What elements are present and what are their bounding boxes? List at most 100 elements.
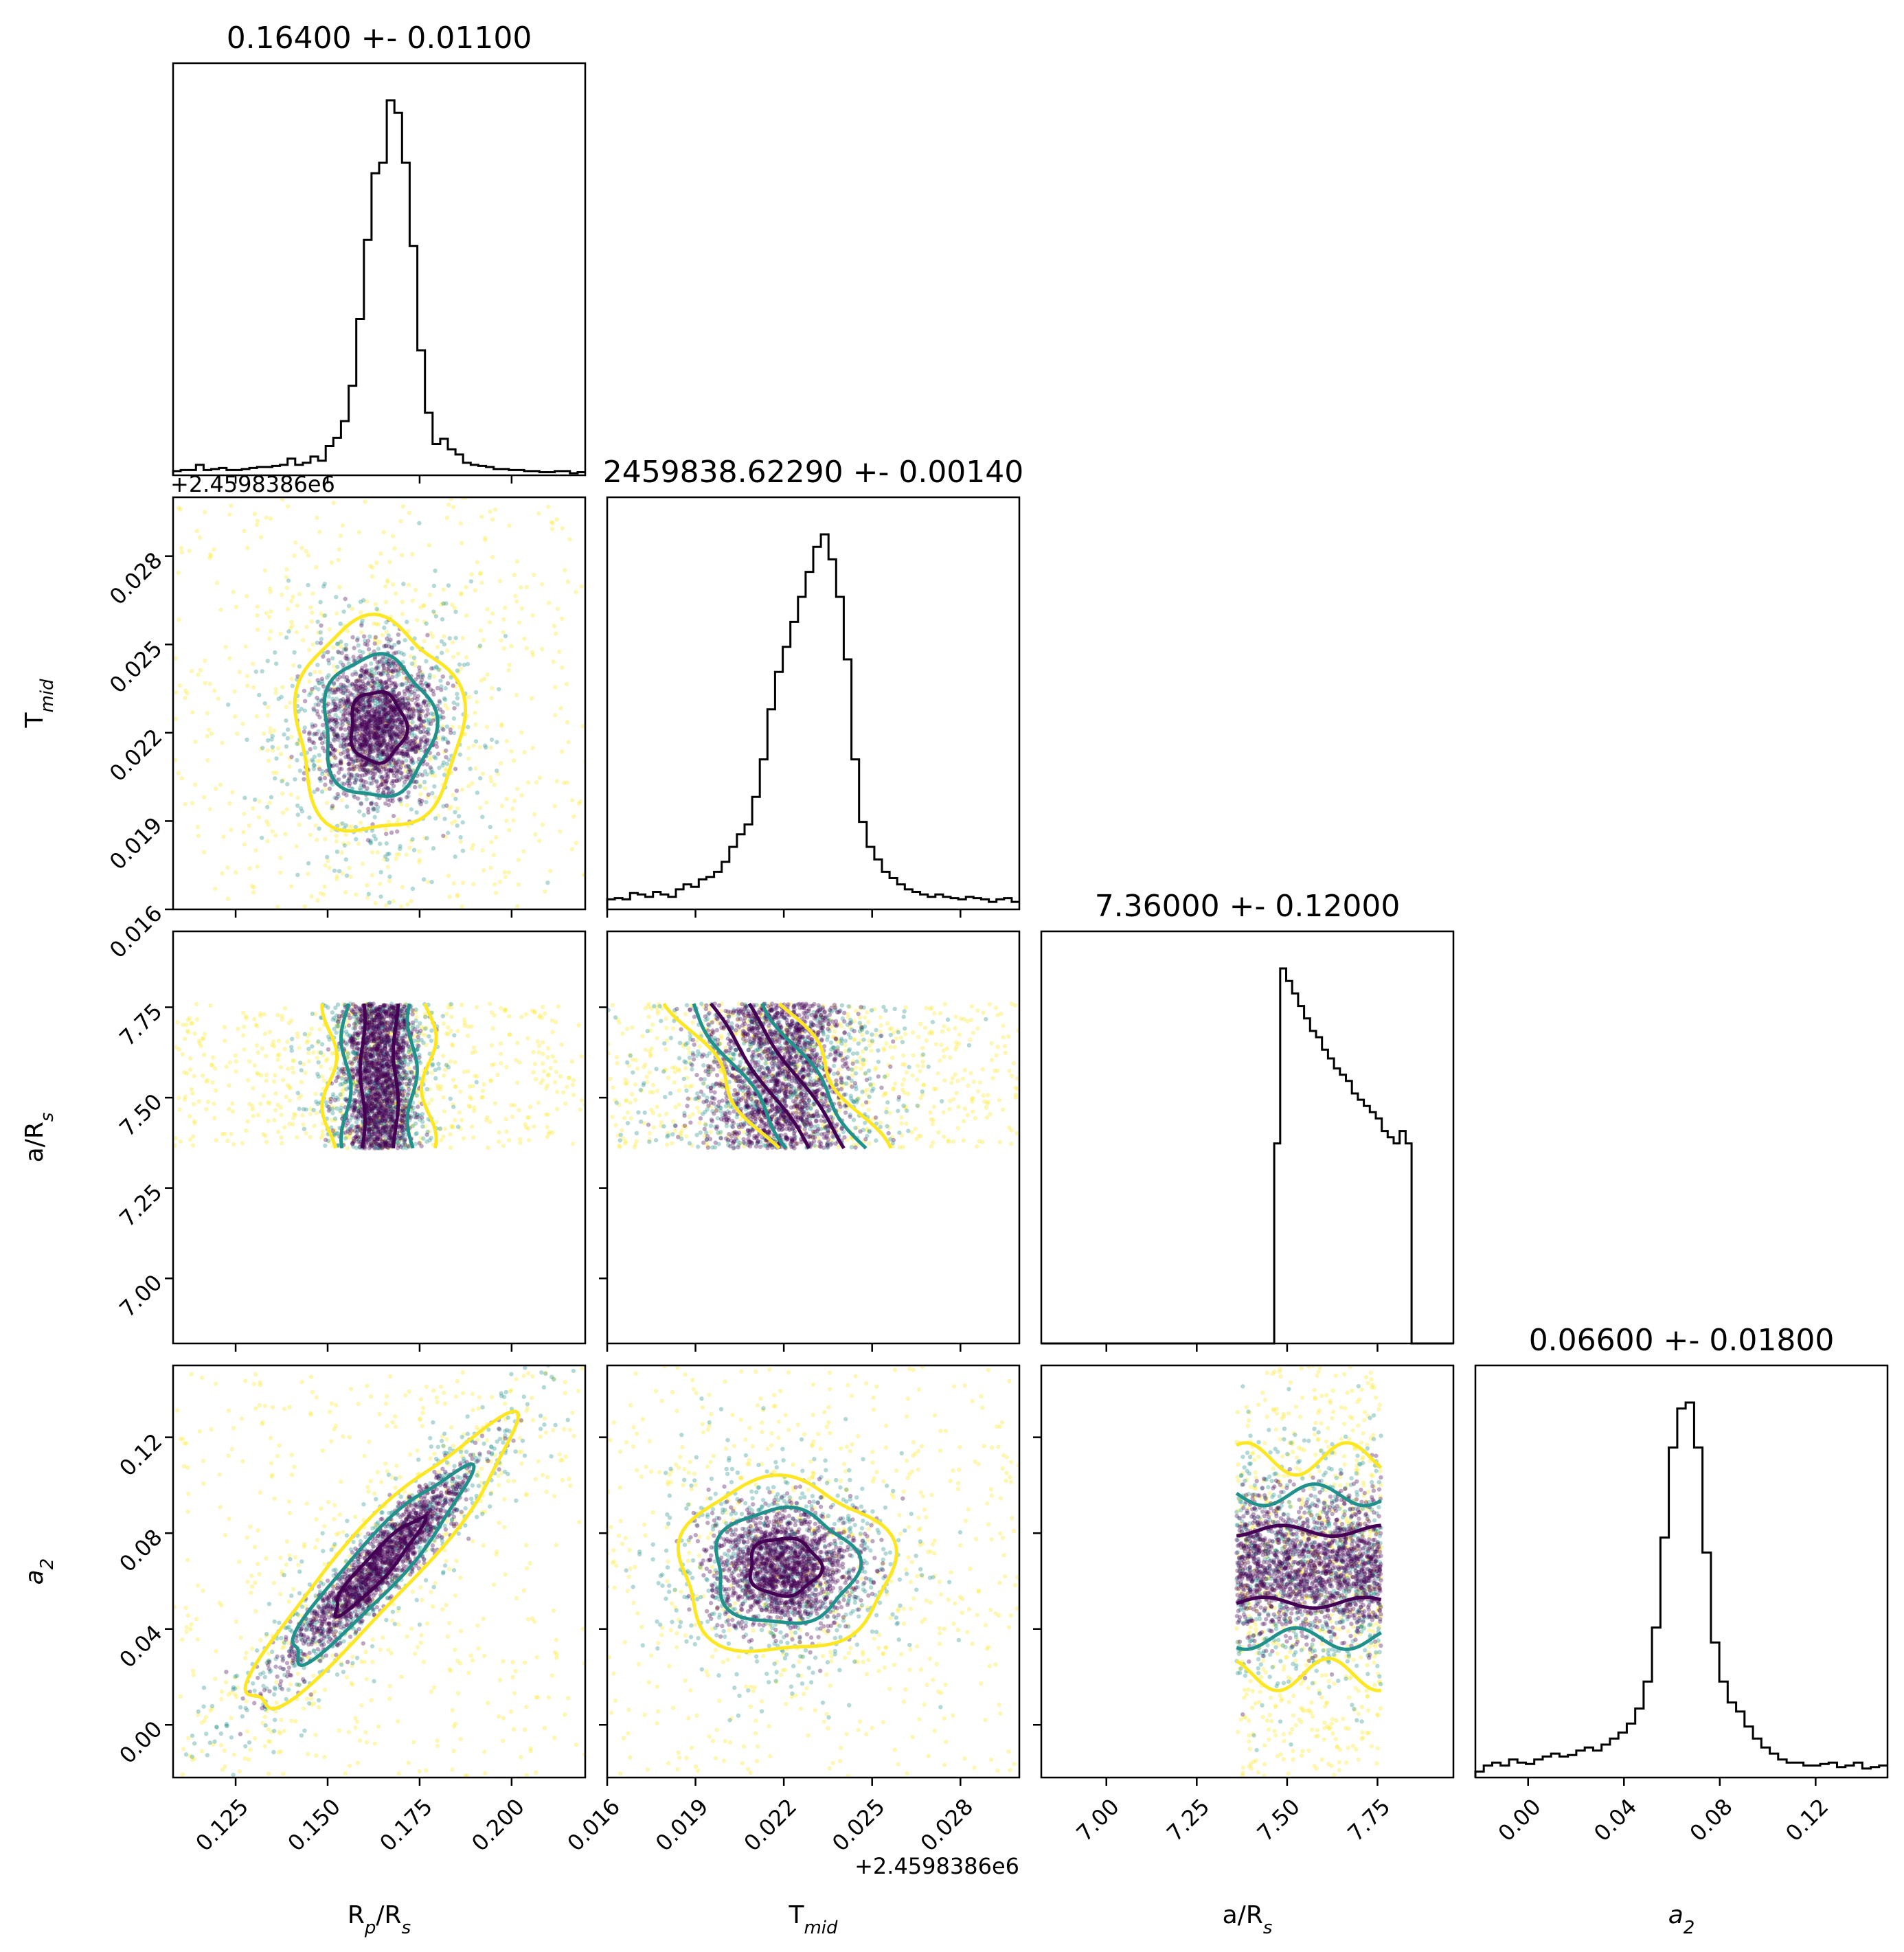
scatter-point bbox=[294, 844, 299, 849]
scatter-point bbox=[225, 1138, 230, 1144]
scatter-point bbox=[467, 1003, 471, 1007]
scatter-point bbox=[316, 1039, 321, 1044]
scatter-point bbox=[387, 1144, 392, 1148]
scatter-point bbox=[286, 629, 291, 634]
scatter-point bbox=[333, 702, 338, 707]
scatter-point bbox=[291, 663, 296, 668]
scatter-point bbox=[284, 567, 289, 572]
scatter-point bbox=[330, 688, 335, 692]
scatter-point bbox=[363, 729, 368, 734]
scatter-point bbox=[442, 642, 447, 647]
scatter-point bbox=[245, 545, 250, 550]
scatter-point bbox=[345, 696, 350, 701]
scatter-point bbox=[425, 795, 431, 799]
scatter-point bbox=[580, 724, 585, 729]
scatter-point bbox=[332, 681, 337, 685]
scatter-point bbox=[417, 709, 422, 714]
scatter-point bbox=[503, 874, 508, 880]
scatter-point bbox=[536, 511, 541, 516]
scatter-point bbox=[286, 578, 291, 583]
scatter-point bbox=[372, 806, 376, 812]
scatter-point bbox=[388, 733, 393, 738]
scatter-point bbox=[343, 699, 348, 704]
scatter-point bbox=[179, 549, 184, 555]
scatter-point bbox=[390, 763, 395, 768]
scatter-point bbox=[519, 585, 523, 590]
scatter-point bbox=[339, 698, 343, 703]
scatter-point bbox=[383, 643, 389, 648]
scatter-point bbox=[394, 778, 399, 783]
scatter-point bbox=[381, 750, 385, 756]
scatter-point bbox=[555, 1106, 560, 1112]
scatter-point bbox=[379, 764, 384, 770]
scatter-point bbox=[196, 1039, 202, 1043]
scatter-point bbox=[268, 730, 273, 735]
scatter-point bbox=[368, 745, 373, 749]
scatter-point bbox=[310, 740, 315, 745]
scatter-point bbox=[391, 731, 396, 736]
scatter-point bbox=[413, 587, 418, 593]
scatter-point bbox=[355, 708, 360, 713]
scatter-point bbox=[387, 701, 393, 705]
scatter-point bbox=[389, 727, 394, 731]
scatter-point bbox=[406, 689, 411, 694]
scatter-point bbox=[313, 1012, 318, 1017]
scatter-point bbox=[317, 681, 322, 685]
scatter-point bbox=[297, 591, 302, 596]
scatter-point bbox=[448, 727, 453, 732]
scatter-point bbox=[372, 714, 376, 719]
scatter-point bbox=[370, 707, 375, 713]
scatter-point bbox=[379, 725, 384, 730]
scatter-point bbox=[440, 737, 446, 742]
scatter-point bbox=[455, 894, 460, 899]
scatter-point bbox=[400, 1106, 405, 1111]
scatter-point bbox=[332, 731, 337, 736]
scatter-point bbox=[405, 753, 411, 758]
scatter-point bbox=[393, 737, 398, 742]
scatter-point bbox=[354, 837, 359, 842]
scatter-point bbox=[446, 806, 452, 811]
scatter-point bbox=[332, 690, 337, 695]
scatter-point bbox=[374, 740, 379, 746]
scatter-point bbox=[394, 731, 399, 736]
scatter-point bbox=[456, 814, 462, 819]
scatter-point bbox=[335, 664, 340, 670]
scatter-point bbox=[378, 683, 384, 688]
scatter-point bbox=[361, 687, 366, 692]
scatter-point bbox=[367, 750, 373, 755]
scatter-point bbox=[489, 1043, 494, 1048]
scatter-point bbox=[333, 756, 338, 760]
scatter-point bbox=[376, 712, 381, 716]
scatter-point bbox=[376, 702, 381, 707]
scatter-point bbox=[355, 638, 360, 643]
scatter-point bbox=[363, 668, 368, 674]
scatter-point bbox=[280, 779, 284, 784]
scatter-point bbox=[352, 767, 356, 771]
scatter-point bbox=[277, 1052, 282, 1057]
scatter-point bbox=[392, 773, 396, 778]
scatter-point bbox=[330, 717, 335, 723]
scatter-point bbox=[345, 749, 350, 753]
scatter-point bbox=[422, 1033, 428, 1038]
scatter-point bbox=[371, 1039, 376, 1044]
scatter-point bbox=[501, 1144, 506, 1148]
scatter-point bbox=[364, 761, 369, 767]
scatter-point bbox=[409, 1070, 414, 1075]
scatter-point bbox=[333, 690, 338, 694]
scatter-point bbox=[341, 647, 346, 652]
scatter-point bbox=[177, 1096, 181, 1100]
scatter-point bbox=[429, 666, 434, 671]
scatter-point bbox=[319, 740, 325, 746]
scatter-point bbox=[319, 1074, 324, 1079]
scatter-point bbox=[410, 886, 416, 892]
scatter-point bbox=[514, 559, 519, 564]
scatter-point bbox=[407, 1066, 411, 1071]
scatter-point bbox=[372, 735, 377, 740]
scatter-point bbox=[353, 718, 359, 723]
scatter-point bbox=[394, 718, 399, 723]
scatter-point bbox=[371, 771, 376, 776]
scatter-point bbox=[431, 583, 437, 589]
scatter-point bbox=[368, 747, 373, 752]
scatter-point bbox=[313, 1091, 318, 1096]
scatter-point bbox=[417, 1055, 422, 1060]
